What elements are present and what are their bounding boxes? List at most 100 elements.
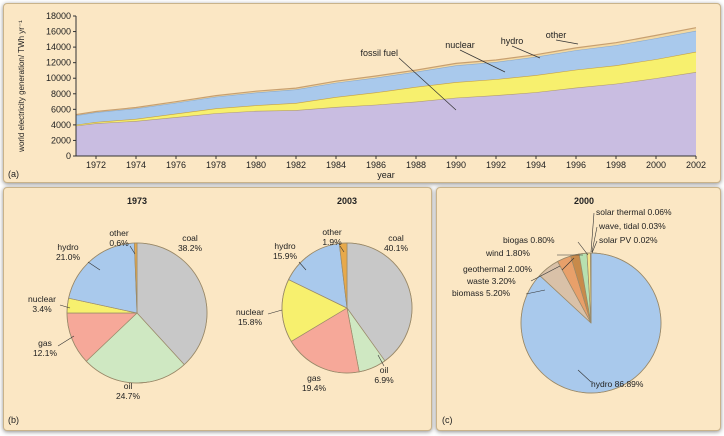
- pie-label-hydro: hydro: [57, 242, 79, 252]
- pie-label-biomass: biomass 5.20%: [452, 288, 511, 298]
- y-tick-label: 18000: [46, 11, 71, 21]
- y-tick-label: 4000: [51, 120, 71, 130]
- pie-label-biogas: biogas 0.80%: [503, 235, 555, 245]
- pie-leader-wave-tidal: [591, 226, 598, 253]
- pie-value-oil: 6.9%: [374, 375, 394, 385]
- pie-title-1973: 1973: [127, 196, 147, 206]
- x-tick-label: 1998: [606, 160, 626, 170]
- y-tick-label: 6000: [51, 104, 71, 114]
- pie-outline: [66, 242, 208, 384]
- x-tick-label: 1984: [326, 160, 346, 170]
- series-annotation-other: other: [546, 30, 567, 40]
- pie-label-nuclear: nuclear: [28, 294, 56, 304]
- y-tick-label: 8000: [51, 89, 71, 99]
- pie-chart-2000: 2000 hydro 86.89% biomass 5.20% waste 3.20%…: [452, 196, 672, 394]
- pie-leader-nuclear: [59, 304, 71, 309]
- pie-label-other: other: [322, 227, 342, 237]
- series-annotation-hydro: hydro: [501, 36, 524, 46]
- x-tick-label: 1990: [446, 160, 466, 170]
- y-tick-label: 16000: [46, 27, 71, 37]
- pie-label-gas: gas: [307, 373, 321, 383]
- pie-value-other: 1.9%: [322, 237, 342, 247]
- pie-title-2003: 2003: [337, 196, 357, 206]
- pie-value-gas: 12.1%: [33, 348, 58, 358]
- x-tick-label: 1974: [126, 160, 146, 170]
- pie-label-solar-thermal: solar thermal 0.06%: [596, 207, 672, 217]
- pie-leader-gas: [57, 335, 75, 347]
- x-tick-label: 1992: [486, 160, 506, 170]
- annotation-leader: [555, 39, 579, 45]
- y-axis-label: world electricity generation/ TWh yr⁻¹: [17, 20, 26, 153]
- pie-value-other: 0.6%: [109, 238, 129, 248]
- pie-label-geothermal: geothermal 2.00%: [463, 264, 532, 274]
- pie-leader-nuclear: [267, 309, 283, 315]
- pie-leader-geothermal: [561, 257, 575, 271]
- pie-leader-solar-thermal: [590, 212, 595, 253]
- panel-label-a: (a): [8, 169, 19, 179]
- pie-leader-solar-PV: [591, 240, 598, 254]
- pie-value-gas: 19.4%: [302, 383, 327, 393]
- pie-leader-hydro: [577, 369, 592, 383]
- x-tick-label: 1972: [86, 160, 106, 170]
- annotation-leader: [511, 45, 541, 59]
- x-tick-label: 1986: [366, 160, 386, 170]
- x-tick-label: 1978: [206, 160, 226, 170]
- x-tick-label: 2000: [646, 160, 666, 170]
- pie-label-nuclear: nuclear: [236, 307, 264, 317]
- pie-leader-waste: [530, 265, 561, 282]
- pie-value-nuclear: 15.8%: [238, 317, 263, 327]
- annotation-leader: [459, 49, 506, 73]
- annotation-leader: [398, 57, 457, 111]
- pie-leader-biogas: [577, 241, 589, 256]
- x-tick-label: 2002: [686, 160, 706, 170]
- y-tick-label: 14000: [46, 42, 71, 52]
- pie-leader-other: [129, 245, 136, 255]
- pie-leader-other: [339, 245, 345, 253]
- pie-value-coal: 38.2%: [178, 243, 203, 253]
- pie-label-hydro: hydro: [274, 241, 296, 251]
- pie-label-oil: oil: [124, 381, 133, 391]
- y-tick-label: 2000: [51, 135, 71, 145]
- pie-title-2000: 2000: [574, 196, 594, 206]
- pie-value-nuclear: 3.4%: [32, 304, 52, 314]
- pie-label-other: other: [109, 228, 129, 238]
- panel-label-b: (b): [8, 415, 19, 425]
- pie-label-solar-PV: solar PV 0.02%: [599, 235, 658, 245]
- pie-label-oil: oil: [380, 365, 389, 375]
- x-tick-label: 1994: [526, 160, 546, 170]
- area-edge-other: [75, 27, 697, 116]
- pie-label-gas: gas: [38, 338, 52, 348]
- series-annotation-nuclear: nuclear: [445, 40, 475, 50]
- x-tick-label: 1982: [286, 160, 306, 170]
- pie-leader-biomass: [525, 289, 546, 295]
- pie-value-hydro: 21.0%: [56, 252, 81, 262]
- pie-leader-hydro: [298, 261, 307, 271]
- panel-label-c: (c): [442, 415, 453, 425]
- x-tick-label: 1980: [246, 160, 266, 170]
- pie-label-waste: waste 3.20%: [466, 276, 516, 286]
- pie-label-wind: wind 1.80%: [485, 248, 530, 258]
- pie-value-oil: 24.7%: [116, 391, 141, 401]
- area-hydro: [76, 30, 696, 125]
- pie-label-coal: coal: [388, 233, 404, 243]
- pie-value-coal: 40.1%: [384, 243, 409, 253]
- x-axis-label: year: [377, 170, 395, 180]
- y-tick-label: 0: [66, 151, 71, 161]
- x-tick-label: 1976: [166, 160, 186, 170]
- area-fossil-fuel: [76, 72, 696, 156]
- pie-outline: [520, 252, 662, 394]
- x-tick-label: 1988: [406, 160, 426, 170]
- pie-label-coal: coal: [182, 233, 198, 243]
- series-annotation-fossil-fuel: fossil fuel: [360, 48, 398, 58]
- pie-label-wave-tidal: wave, tidal 0.03%: [598, 221, 666, 231]
- y-tick-label: 10000: [46, 73, 71, 83]
- pie-leader-hydro: [87, 261, 101, 271]
- pie-leader-oil: [377, 354, 385, 367]
- area-chart: 0 2000 4000 6000 8000 10000 12000 14000 16000 180…: [17, 11, 706, 180]
- pie-label-hydro: hydro 86.89%: [591, 379, 644, 389]
- pie-value-hydro: 15.9%: [273, 251, 298, 261]
